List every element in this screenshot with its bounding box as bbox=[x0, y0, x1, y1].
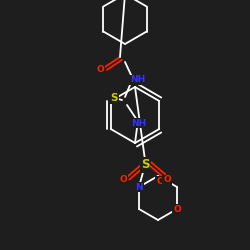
Text: S: S bbox=[110, 93, 118, 103]
Text: NH: NH bbox=[132, 118, 146, 128]
Text: O: O bbox=[173, 204, 181, 214]
Text: S: S bbox=[141, 158, 149, 172]
Text: O: O bbox=[163, 176, 171, 184]
Text: O: O bbox=[156, 176, 164, 186]
Text: O: O bbox=[96, 64, 104, 74]
Text: N: N bbox=[135, 182, 143, 192]
Text: NH: NH bbox=[130, 76, 146, 84]
Text: O: O bbox=[119, 176, 127, 184]
